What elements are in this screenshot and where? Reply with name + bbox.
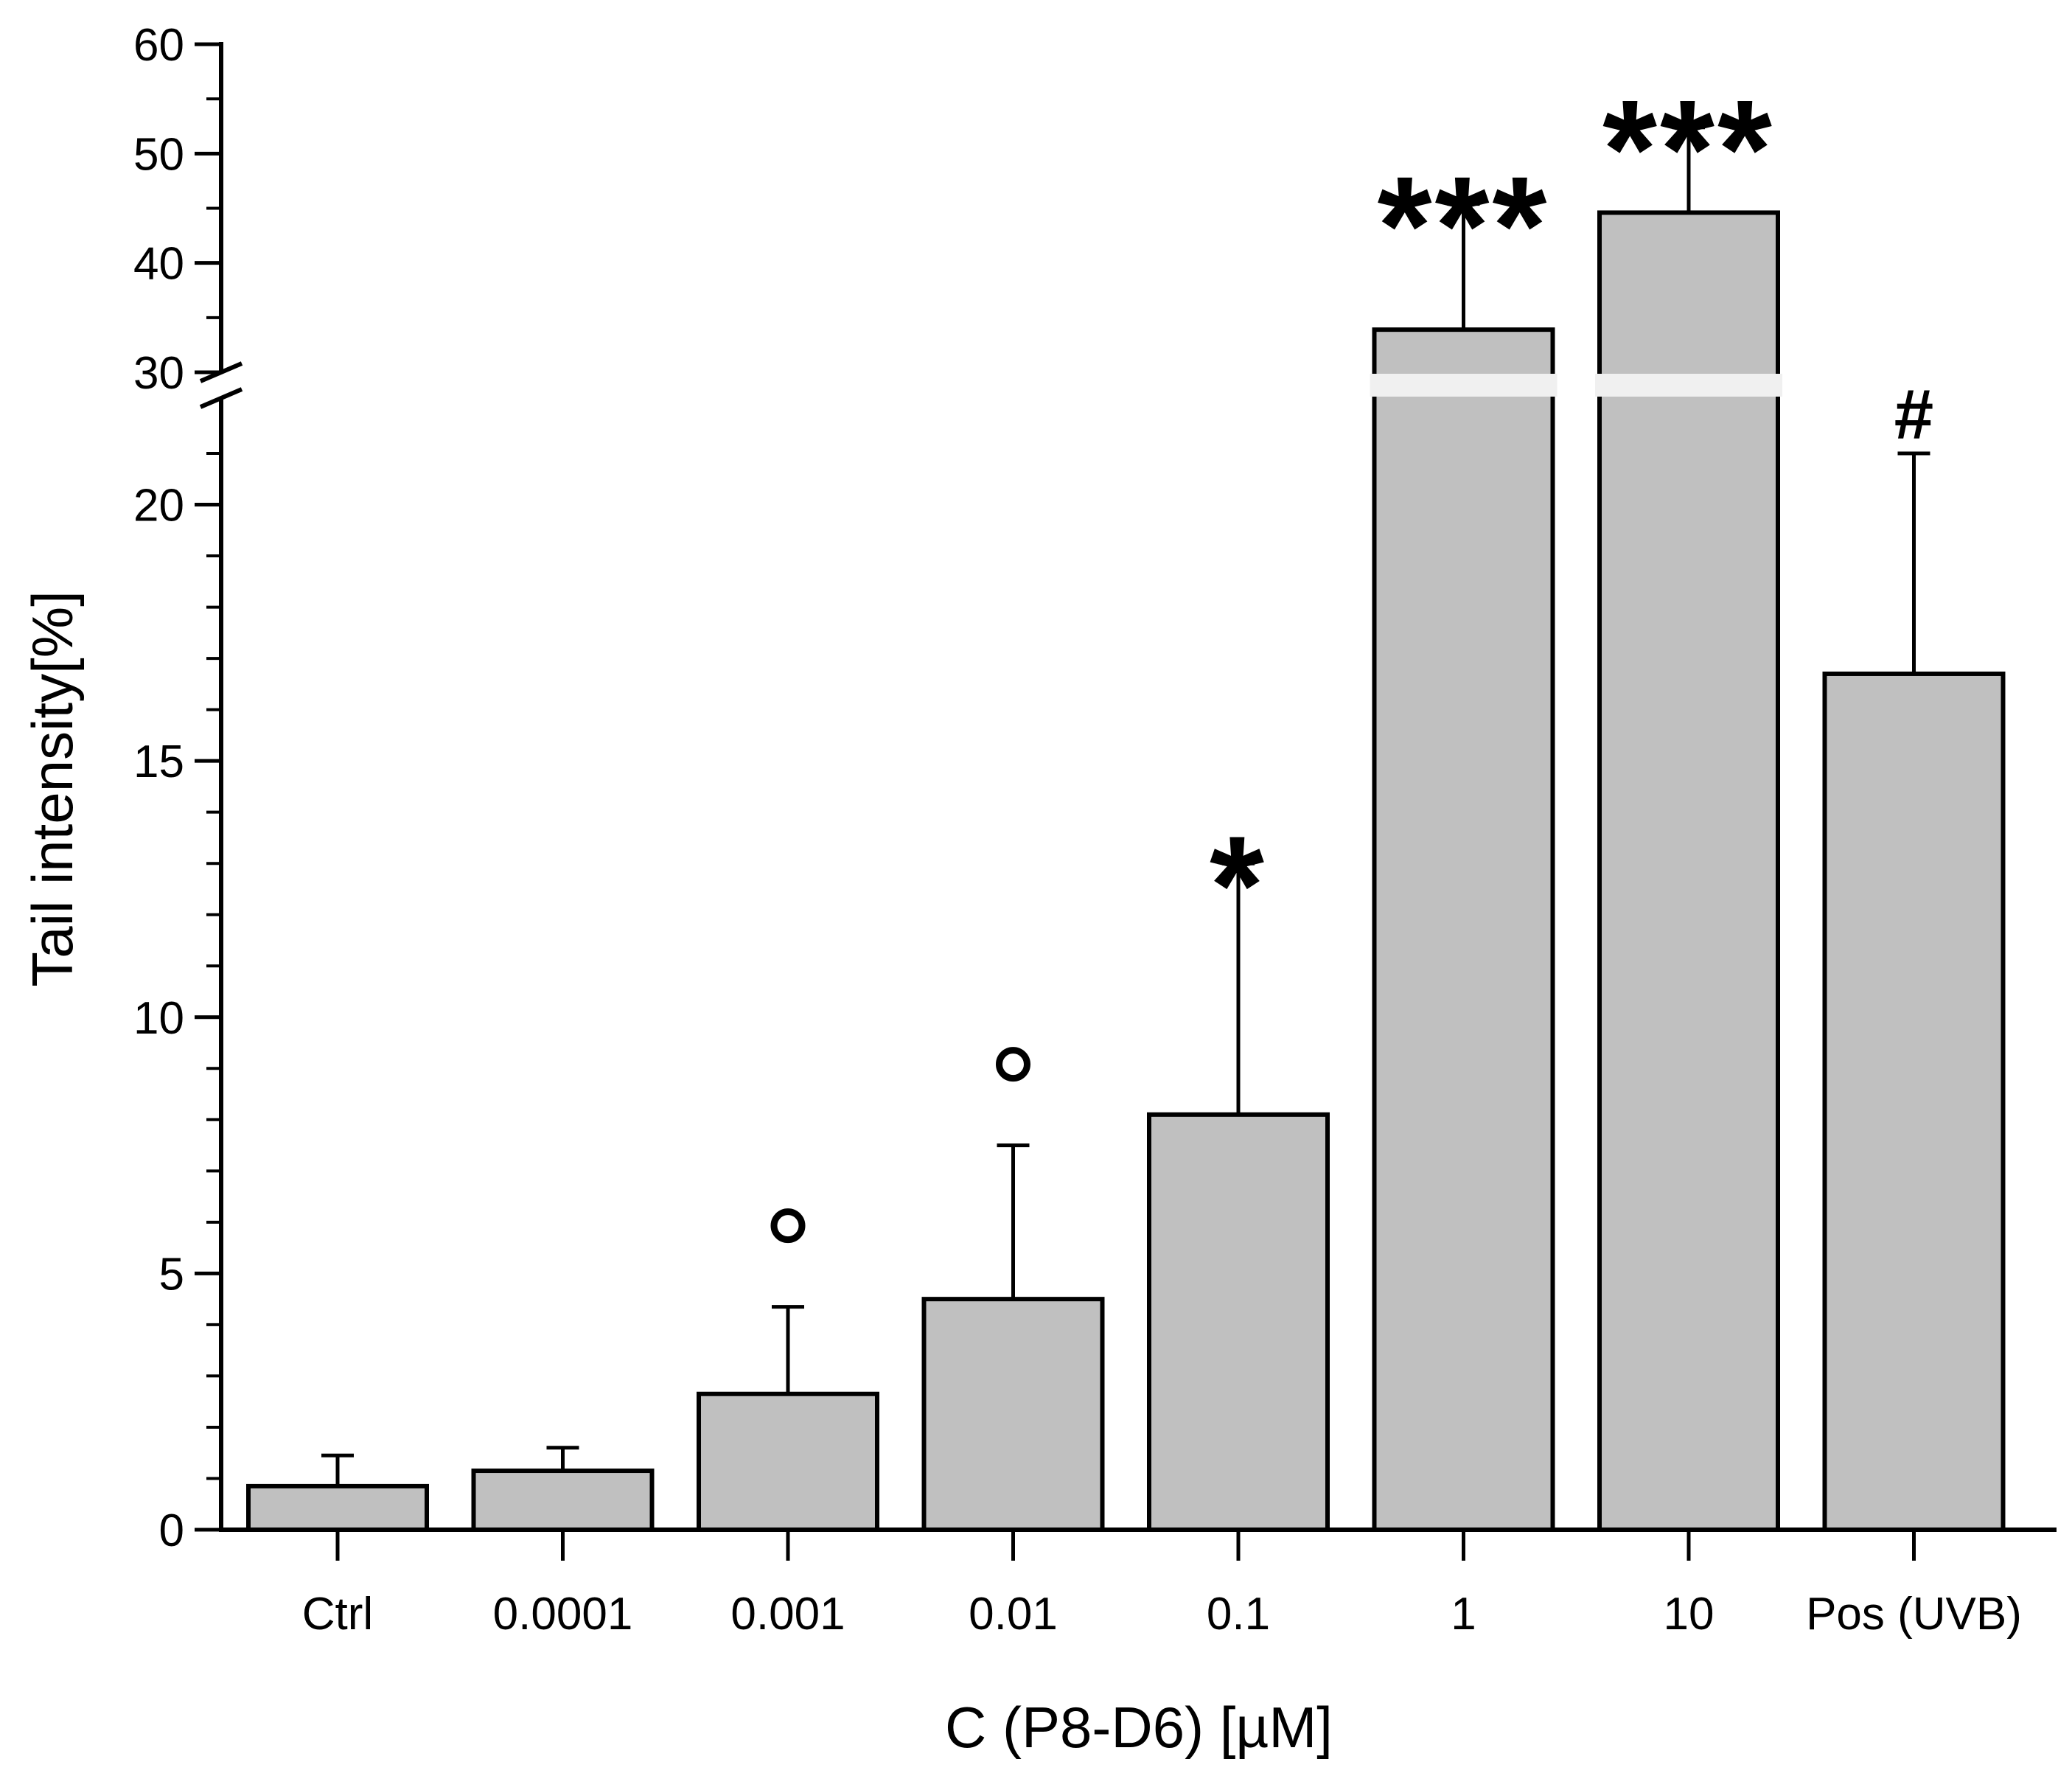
- bar-3: [921, 1297, 1105, 1532]
- bar-5: [1372, 327, 1555, 1532]
- x-tick-label: 0.1: [1207, 1589, 1270, 1640]
- y-axis-title: Tail intensity[%]: [20, 591, 85, 987]
- bar-4: [1147, 1112, 1330, 1533]
- x-axis: Ctrl 0.0001 0.001 0.01 0.1 1 10 Pos (UVB): [221, 1528, 2057, 1640]
- y-tick-label: 30: [133, 348, 184, 399]
- y-tick-label: 0: [159, 1505, 184, 1556]
- y-tick-label: 60: [133, 20, 184, 71]
- y-tick-label: 50: [133, 129, 184, 180]
- y-tick-label: 40: [133, 239, 184, 290]
- bars-layer: [246, 125, 2006, 1533]
- significance-annotations: °°*******#: [770, 72, 1933, 1244]
- significance-marker-4: *: [1210, 807, 1267, 964]
- x-tick-label: 0.0001: [493, 1589, 633, 1640]
- significance-marker-5: ***: [1378, 148, 1550, 304]
- significance-marker-3: [996, 1047, 1030, 1082]
- bar-2: [697, 1391, 879, 1533]
- bar-6: [1597, 210, 1780, 1532]
- bar-7: [1822, 671, 2006, 1532]
- significance-marker-2: [770, 1208, 806, 1244]
- y-tick-label: 20: [133, 481, 184, 532]
- x-tick-label: 0.01: [969, 1589, 1058, 1640]
- axis-break-mark-1: [199, 387, 243, 409]
- bar-1: [471, 1469, 655, 1532]
- x-tick-label: Pos (UVB): [1806, 1589, 2022, 1640]
- bar-0: [246, 1483, 429, 1533]
- bar-break-gap-6: [1595, 374, 1782, 397]
- y-axis: 0 5 10 15 20 30 40 50 60: [133, 20, 243, 1556]
- x-axis-title: C (P8-D6) [µM]: [945, 1695, 1333, 1760]
- significance-marker-6: ***: [1602, 72, 1775, 228]
- x-tick-label: 1: [1451, 1589, 1476, 1640]
- y-tick-label: 10: [133, 993, 184, 1044]
- y-tick-label: 5: [159, 1249, 184, 1300]
- significance-marker-7: #: [1894, 375, 1933, 454]
- bar-break-gap-5: [1370, 374, 1558, 397]
- y-tick-label: 15: [133, 736, 184, 787]
- x-tick-label: 10: [1664, 1589, 1715, 1640]
- x-tick-label: Ctrl: [302, 1589, 373, 1640]
- x-tick-label: 0.001: [730, 1589, 845, 1640]
